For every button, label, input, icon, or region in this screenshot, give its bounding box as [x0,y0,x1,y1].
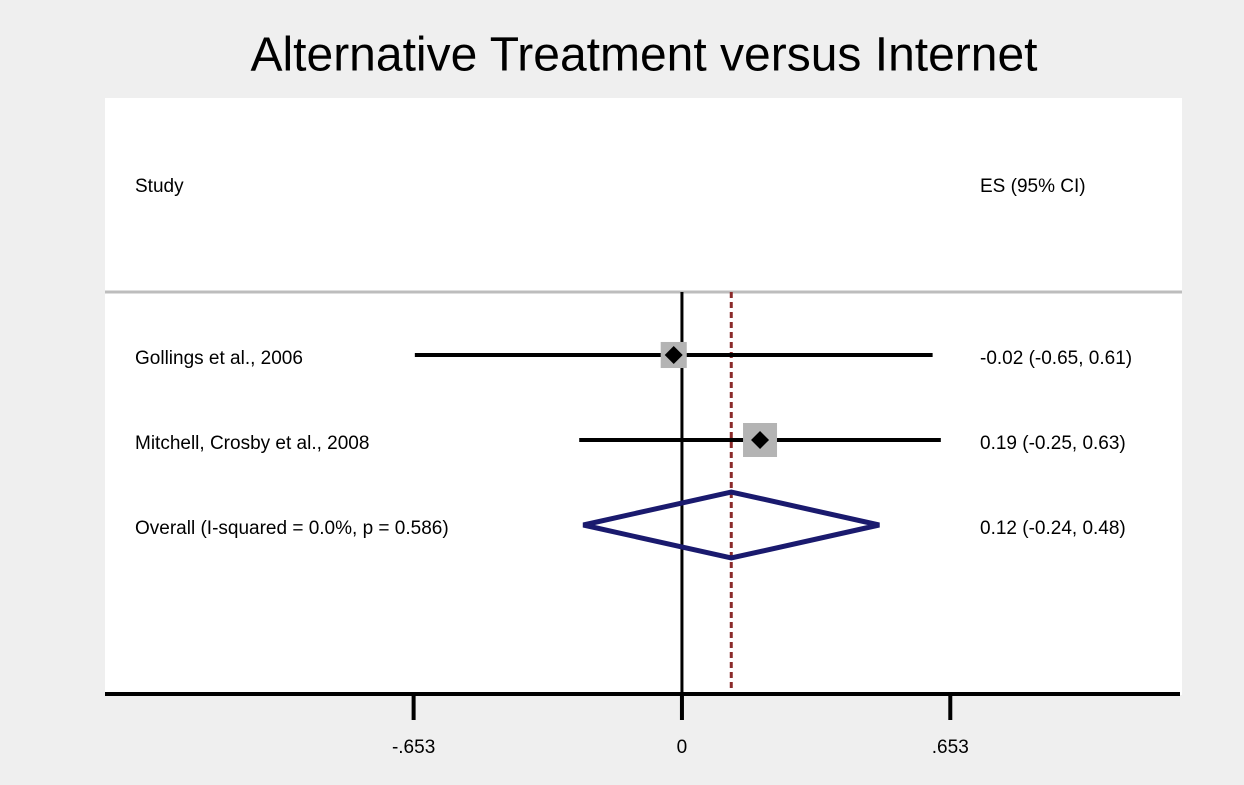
point-estimate [664,346,683,364]
study-label: Mitchell, Crosby et al., 2008 [135,433,369,454]
x-tick-label: 0 [677,737,688,758]
point-estimate [751,431,770,449]
overall-es-label: 0.12 (-0.24, 0.48) [980,518,1126,539]
plot-area [105,98,1182,695]
es-label: -0.02 (-0.65, 0.61) [980,348,1132,369]
study-label: Gollings et al., 2006 [135,348,303,369]
es-header: ES (95% CI) [980,176,1086,197]
overall-label: Overall (I-squared = 0.0%, p = 0.586) [135,518,449,539]
x-tick-label: .653 [932,737,969,758]
es-label: 0.19 (-0.25, 0.63) [980,433,1126,454]
overall-diamond [582,489,880,561]
study-header: Study [135,176,184,197]
chart-title: Alternative Treatment versus Internet [250,29,1037,82]
x-tick-label: -.653 [392,737,435,758]
